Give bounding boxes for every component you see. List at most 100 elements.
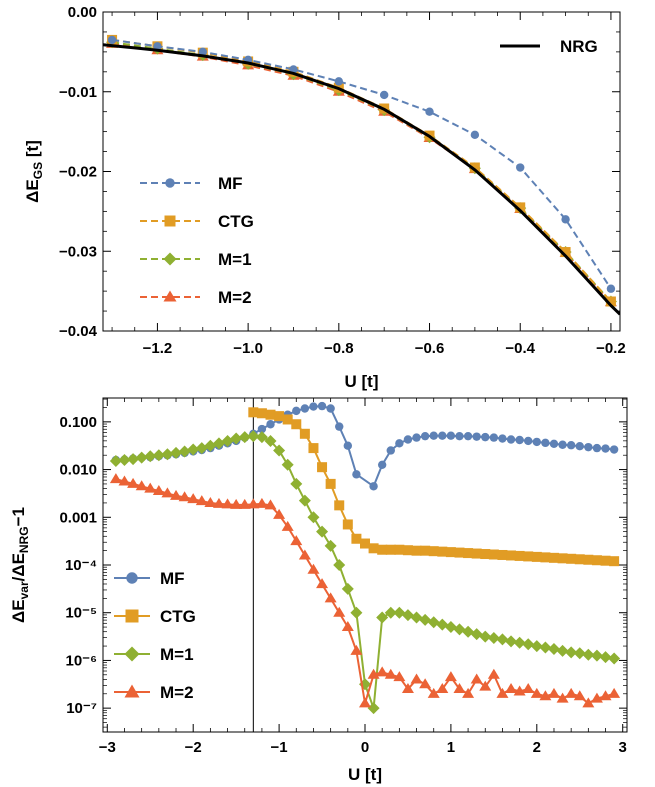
point-m-1 xyxy=(118,454,131,467)
legend-swatch-marker xyxy=(124,646,140,662)
point-m-1 xyxy=(487,632,500,645)
legend-label: MF xyxy=(160,569,185,588)
point-m-1 xyxy=(419,613,432,626)
point-ctg xyxy=(368,543,379,554)
legend-item-ctg: CTG xyxy=(140,212,254,231)
point-mf xyxy=(575,441,584,451)
point-mf xyxy=(463,431,473,441)
point-ctg xyxy=(480,549,491,560)
point-m-2 xyxy=(410,673,423,684)
point-ctg xyxy=(428,546,439,557)
x-axis-title: U [t] xyxy=(345,372,379,391)
point-m-2 xyxy=(273,508,286,519)
point-m-1 xyxy=(350,606,363,619)
series-line-nrg xyxy=(103,43,620,316)
point-m-1 xyxy=(247,430,260,443)
point-mf xyxy=(395,439,404,448)
x-tick-label: −1.2 xyxy=(143,340,173,357)
point-mf xyxy=(561,215,570,224)
point-m-2 xyxy=(127,477,140,488)
point-m-2 xyxy=(556,692,569,703)
legend-label: CTG xyxy=(160,607,196,626)
point-ctg xyxy=(411,545,422,556)
point-mf xyxy=(153,42,162,51)
point-m-1 xyxy=(204,439,217,452)
point-mf xyxy=(438,431,447,440)
point-m-1 xyxy=(273,444,286,457)
point-ctg xyxy=(583,554,594,565)
point-m-2 xyxy=(582,697,595,708)
legend-item-ctg: CTG xyxy=(114,607,196,626)
point-m-1 xyxy=(599,651,612,664)
series-m-2 xyxy=(106,37,617,307)
point-m-2 xyxy=(573,690,586,701)
point-m-1 xyxy=(307,511,320,524)
point-m-1 xyxy=(401,609,414,622)
point-m-1 xyxy=(230,432,243,445)
series-line-ctg xyxy=(111,38,612,303)
y-tick-label: 0.010 xyxy=(59,462,97,479)
point-m-2 xyxy=(298,549,311,560)
series-mf xyxy=(107,35,616,293)
x-tick-label: −1 xyxy=(271,739,288,756)
point-m-1 xyxy=(556,644,569,657)
point-m-2 xyxy=(453,683,466,694)
series-m-1 xyxy=(106,36,617,308)
point-m-1 xyxy=(539,641,552,654)
point-ctg xyxy=(394,544,405,555)
point-ctg xyxy=(523,551,534,562)
series-mf xyxy=(111,401,619,491)
point-m-2 xyxy=(324,592,337,603)
point-m-2 xyxy=(547,687,560,698)
point-m-1 xyxy=(410,611,423,624)
point-mf xyxy=(455,431,464,441)
y-tick-label: −0.02 xyxy=(59,164,97,181)
point-mf xyxy=(334,77,344,86)
point-ctg xyxy=(574,554,585,565)
series-m-2 xyxy=(109,473,621,708)
legend-label: NRG xyxy=(560,37,598,56)
x-tick-label: −2 xyxy=(185,739,202,756)
point-ctg xyxy=(265,409,276,420)
point-mf xyxy=(403,435,413,444)
point-m-1 xyxy=(281,458,294,471)
point-m-2 xyxy=(333,606,346,617)
point-ctg xyxy=(437,546,448,557)
point-ctg xyxy=(445,547,456,558)
point-mf xyxy=(352,470,361,479)
point-m-2 xyxy=(316,578,329,589)
legend-swatch-marker xyxy=(124,684,140,698)
point-m-1 xyxy=(290,477,303,490)
point-m-2 xyxy=(238,498,251,509)
point-m-1 xyxy=(144,450,157,463)
legend-swatch-marker xyxy=(165,178,175,188)
point-ctg xyxy=(274,411,285,422)
point-ctg xyxy=(291,419,302,430)
point-m-2 xyxy=(608,687,621,698)
point-m-2 xyxy=(152,485,165,496)
point-m-1 xyxy=(264,434,277,447)
point-mf xyxy=(446,431,456,440)
point-mf xyxy=(606,284,616,293)
series-line-mf xyxy=(111,38,612,290)
point-m-1 xyxy=(376,611,389,624)
point-m-2 xyxy=(212,497,225,508)
point-m-2 xyxy=(118,475,131,486)
point-mf xyxy=(386,446,395,455)
series-line-m-1 xyxy=(111,41,612,303)
point-m-1 xyxy=(333,559,346,571)
point-m-2 xyxy=(341,621,354,632)
y-tick-label: 10⁻⁴ xyxy=(65,557,97,574)
x-tick-label: 3 xyxy=(619,739,627,756)
point-m-2 xyxy=(221,498,234,509)
point-m-1 xyxy=(530,640,543,653)
point-ctg xyxy=(299,428,310,439)
point-mf xyxy=(266,420,275,429)
point-ctg xyxy=(471,548,482,559)
legend-label: M=2 xyxy=(160,683,194,702)
point-m-1 xyxy=(427,616,440,629)
point-mf xyxy=(584,442,593,452)
point-m-2 xyxy=(255,497,268,508)
point-m-2 xyxy=(505,683,518,694)
